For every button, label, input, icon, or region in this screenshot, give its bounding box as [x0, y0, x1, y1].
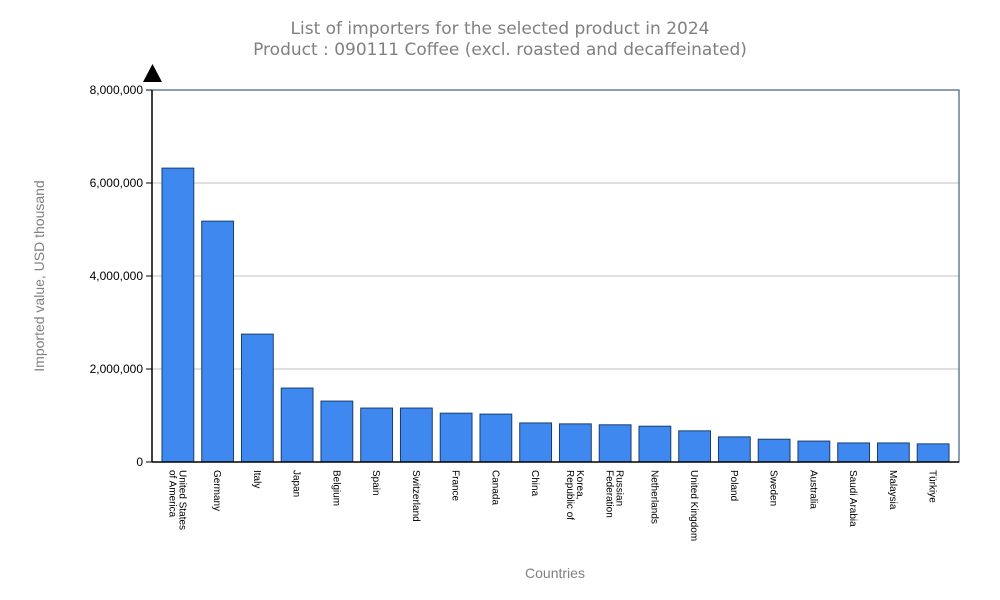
x-tick-label: Australia — [807, 470, 818, 509]
x-tick-label: Netherlands — [648, 470, 659, 524]
x-tick-label-line: France — [450, 470, 461, 502]
x-tick-label-line: Spain — [370, 470, 381, 496]
x-tick-label-line: Netherlands — [648, 470, 659, 524]
bar[interactable] — [439, 412, 473, 463]
x-tick-label: Canada — [489, 470, 500, 505]
y-tick-label: 8,000,000 — [90, 83, 144, 97]
x-tick-label: Belgium — [330, 470, 341, 506]
bars — [161, 167, 950, 463]
x-tick-label-line: Australia — [807, 470, 818, 509]
x-tick-label: France — [450, 470, 461, 502]
x-tick-label-line: of America — [166, 470, 177, 518]
x-tick-label-line: Poland — [728, 470, 739, 501]
bar[interactable] — [717, 436, 751, 463]
x-tick-label: Korea,Republic of — [564, 470, 585, 520]
x-tick-label: Malaysia — [887, 470, 898, 510]
bar[interactable] — [479, 413, 513, 463]
x-tick-label: China — [529, 470, 540, 497]
bar[interactable] — [558, 423, 592, 463]
bar[interactable] — [240, 333, 274, 463]
bar[interactable] — [797, 440, 831, 463]
bar[interactable] — [201, 220, 235, 463]
bar[interactable] — [598, 424, 632, 463]
x-tick-label-line: Italy — [251, 470, 262, 488]
x-tick-label: Sweden — [768, 470, 779, 506]
y-axis-arrow-icon — [143, 64, 162, 82]
gridlines — [152, 182, 959, 370]
x-tick-label-line: United States — [176, 470, 187, 530]
y-tick-label: 6,000,000 — [90, 176, 144, 190]
bar[interactable] — [519, 422, 553, 463]
bar[interactable] — [399, 407, 433, 463]
y-tick-label: 0 — [136, 455, 143, 469]
bar[interactable] — [916, 443, 950, 463]
x-tick-label-line: Germany — [211, 470, 222, 511]
y-ticks: 0 2,000,000 4,000,000 6,000,000 8,000,000 — [90, 83, 152, 469]
bar[interactable] — [320, 400, 354, 463]
x-tick-label-line: Republic of — [564, 470, 575, 520]
x-tick-label-line: Belgium — [330, 470, 341, 506]
x-tick-label-line: Malaysia — [887, 470, 898, 510]
x-tick-label-line: Federation — [604, 470, 615, 518]
x-tick-label: Japan — [291, 470, 302, 497]
x-tick-label-line: Sweden — [768, 470, 779, 506]
x-tick-label: Poland — [728, 470, 739, 501]
y-axis-label: Imported value, USD thousand — [31, 180, 47, 371]
x-tick-label: Türkiye — [927, 470, 938, 503]
bar[interactable] — [837, 442, 871, 463]
x-tick-label-line: United Kingdom — [688, 470, 699, 541]
y-tick-label: 2,000,000 — [90, 362, 144, 376]
bar[interactable] — [360, 407, 394, 463]
bar[interactable] — [876, 442, 910, 463]
x-tick-label: Germany — [211, 470, 222, 511]
x-tick-label-line: China — [529, 470, 540, 497]
chart-subtitle: Product : 090111 Coffee (excl. roasted a… — [253, 40, 747, 60]
bar[interactable] — [638, 425, 672, 463]
x-tick-label: Switzerland — [410, 470, 421, 522]
bar[interactable] — [161, 167, 195, 463]
x-axis-label: Countries — [525, 565, 585, 581]
x-tick-label: United Kingdom — [688, 470, 699, 541]
x-tick-label-line: Russian — [614, 470, 625, 506]
x-tick-label: Spain — [370, 470, 381, 496]
x-tick-label: Italy — [251, 470, 262, 488]
chart-title: List of importers for the selected produ… — [290, 19, 710, 39]
bar[interactable] — [280, 387, 314, 463]
bar[interactable] — [678, 430, 712, 463]
x-tick-label-line: Türkiye — [927, 470, 938, 503]
bar[interactable] — [757, 438, 791, 463]
x-tick-label-line: Saudi Arabia — [847, 470, 858, 527]
x-tick-label-line: Japan — [291, 470, 302, 497]
y-tick-label: 4,000,000 — [90, 269, 144, 283]
x-tick-label-line: Canada — [489, 470, 500, 505]
x-tick-label-line: Korea, — [574, 470, 585, 499]
x-tick-label-line: Switzerland — [410, 470, 421, 522]
x-tick-label: Saudi Arabia — [847, 470, 858, 527]
